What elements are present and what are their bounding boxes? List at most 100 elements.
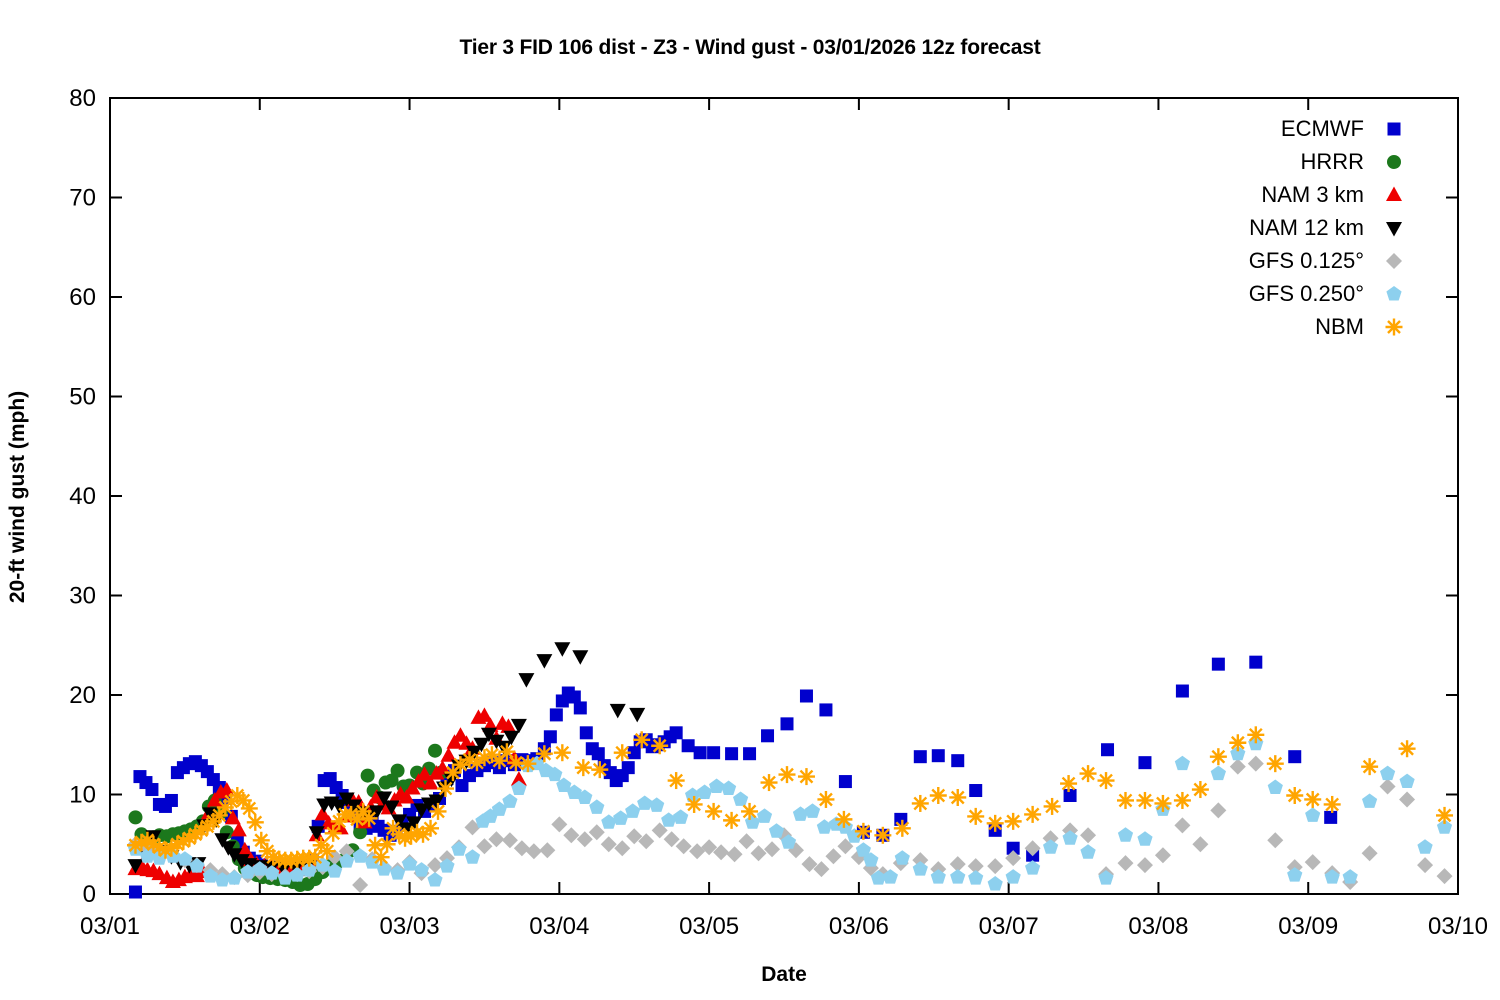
data-point-pentagon	[733, 791, 749, 806]
data-point-triangle-up	[230, 821, 247, 837]
data-point-diamond	[967, 858, 984, 875]
data-point-square	[780, 717, 794, 731]
x-tick-label: 03/08	[1128, 913, 1188, 940]
legend-item-ecmwf: ECMWF	[1249, 112, 1408, 145]
data-point-square	[591, 747, 605, 761]
data-point-diamond	[501, 832, 518, 849]
data-point-square	[573, 701, 587, 715]
data-point-pentagon	[894, 850, 910, 865]
data-point-diamond	[614, 840, 631, 857]
data-point-diamond	[488, 831, 505, 848]
data-point-asterisk	[705, 802, 723, 820]
data-point-asterisk	[874, 826, 892, 844]
data-point-square	[1249, 655, 1263, 669]
data-point-diamond	[1192, 836, 1209, 853]
data-point-asterisk	[1304, 790, 1322, 808]
data-point-pentagon	[792, 806, 809, 821]
data-point-asterisk	[306, 848, 324, 866]
data-point-triangle-down	[127, 859, 144, 874]
data-point-diamond	[1436, 868, 1453, 885]
y-axis-title: 20-ft wind gust (mph)	[6, 390, 29, 604]
data-point-asterisk	[1043, 797, 1061, 815]
data-point-triangle-down	[572, 650, 589, 665]
data-point-asterisk	[1361, 758, 1379, 776]
data-point-triangle-down	[609, 703, 626, 719]
data-point-triangle-down	[629, 707, 646, 723]
data-point-pentagon	[1080, 844, 1096, 859]
data-point-diamond	[738, 833, 755, 850]
data-point-pentagon	[613, 810, 629, 825]
data-point-square	[549, 708, 563, 722]
data-point-pentagon	[339, 853, 355, 868]
data-point-diamond	[813, 861, 830, 878]
data-point-asterisk	[1173, 791, 1191, 809]
data-point-circle	[390, 763, 405, 778]
data-point-asterisk	[817, 790, 835, 808]
data-point-asterisk	[651, 737, 669, 755]
data-point-diamond	[726, 846, 743, 863]
y-tick-label: 60	[69, 284, 96, 311]
y-tick-label: 20	[69, 682, 96, 709]
data-point-triangle-down	[226, 848, 243, 863]
data-point-asterisk	[498, 743, 516, 761]
data-point-asterisk	[1097, 772, 1115, 790]
data-point-diamond	[1136, 857, 1153, 874]
data-point-diamond	[801, 856, 818, 873]
data-point-triangle-down	[391, 814, 408, 829]
data-point-asterisk	[451, 756, 469, 774]
x-axis-title: Date	[761, 963, 807, 986]
data-point-diamond	[1229, 758, 1246, 775]
data-point-diamond	[600, 836, 617, 853]
legend-label: ECMWF	[1280, 115, 1364, 141]
data-point-asterisk	[1286, 786, 1304, 804]
legend-item-nam-12-km: NAM 12 km	[1249, 211, 1408, 244]
data-point-pentagon	[390, 865, 406, 880]
data-point-square	[621, 761, 635, 775]
data-point-asterisk	[1060, 775, 1078, 793]
data-point-pentagon	[401, 856, 418, 871]
data-point-diamond	[1154, 847, 1171, 864]
data-point-triangle-down	[368, 805, 385, 820]
data-point-pentagon	[226, 870, 242, 885]
x-tick-label: 03/04	[529, 913, 589, 940]
data-point-diamond	[750, 845, 767, 862]
x-tick-label: 03/10	[1428, 913, 1488, 940]
data-point-triangle-down	[510, 718, 527, 734]
data-point-diamond	[1210, 802, 1227, 819]
legend-item-nam-3-km: NAM 3 km	[1249, 178, 1408, 211]
legend-item-nbm: NBM	[1249, 310, 1408, 343]
data-point-pentagon	[625, 803, 641, 818]
circle-marker-icon	[1387, 154, 1401, 169]
data-point-asterisk	[797, 768, 815, 786]
data-point-triangle-down	[376, 791, 393, 806]
data-point-square	[707, 746, 721, 760]
data-point-pentagon	[1117, 827, 1134, 842]
legend-label: NAM 12 km	[1249, 214, 1364, 240]
data-point-pentagon	[264, 865, 280, 880]
data-point-diamond	[825, 848, 842, 865]
data-point-pentagon	[252, 861, 268, 876]
data-point-triangle-down	[398, 822, 415, 837]
data-point-triangle-up	[452, 727, 469, 742]
data-point-square	[1101, 743, 1115, 757]
series-gfs-0-250-	[127, 735, 1453, 891]
data-point-asterisk	[246, 813, 264, 831]
data-point-diamond	[1024, 840, 1041, 857]
data-point-square	[455, 779, 469, 793]
data-point-asterisk	[760, 774, 778, 792]
data-point-triangle-up	[434, 760, 451, 775]
data-point-triangle-down	[233, 854, 250, 869]
data-point-asterisk	[778, 766, 796, 784]
data-point-pentagon	[277, 870, 293, 885]
data-point-pentagon	[780, 834, 797, 849]
data-point-square	[743, 747, 757, 761]
pentagon-marker-icon	[1386, 285, 1402, 300]
data-point-asterisk	[854, 822, 872, 840]
legend-item-hrrr: HRRR	[1249, 145, 1408, 178]
data-point-asterisk	[591, 761, 609, 779]
y-tick-label: 0	[83, 881, 96, 908]
data-point-asterisk	[1247, 726, 1265, 744]
data-point-square	[693, 746, 707, 760]
data-point-diamond	[675, 838, 692, 855]
